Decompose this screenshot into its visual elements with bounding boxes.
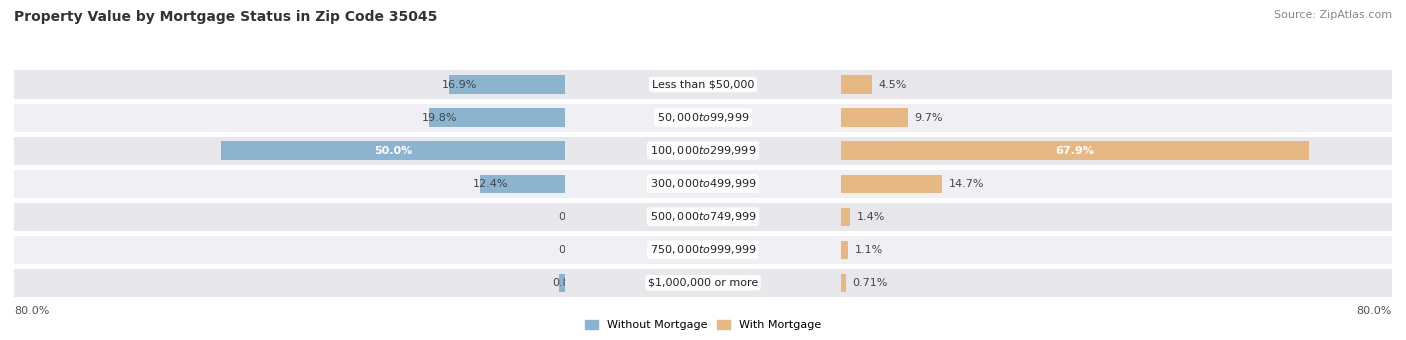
Text: 67.9%: 67.9% (1056, 146, 1094, 156)
Bar (0, 137, 1406, 165)
Bar (0, 70, 1406, 99)
Bar (841, 241, 848, 259)
Text: 0.0%: 0.0% (558, 245, 586, 255)
Bar (841, 274, 845, 292)
Text: 4.5%: 4.5% (879, 80, 907, 89)
Bar (0, 137, 1406, 165)
Bar (0, 103, 1406, 132)
Text: 0.83%: 0.83% (553, 278, 588, 288)
Bar (0, 70, 1406, 99)
Text: 80.0%: 80.0% (14, 306, 49, 316)
Bar (221, 141, 565, 160)
Bar (449, 75, 565, 94)
Bar (0, 203, 1406, 231)
Bar (0, 170, 1406, 198)
Text: Source: ZipAtlas.com: Source: ZipAtlas.com (1274, 10, 1392, 20)
Bar (841, 141, 1309, 160)
Bar (429, 108, 565, 126)
Bar (841, 207, 851, 226)
Text: Property Value by Mortgage Status in Zip Code 35045: Property Value by Mortgage Status in Zip… (14, 10, 437, 24)
Text: 19.8%: 19.8% (422, 113, 457, 122)
Bar (0, 137, 1406, 165)
Bar (0, 269, 1406, 297)
Text: 0.71%: 0.71% (852, 278, 889, 288)
Text: $500,000 to $749,999: $500,000 to $749,999 (650, 210, 756, 223)
Text: 12.4%: 12.4% (472, 178, 509, 189)
Text: 0.0%: 0.0% (558, 211, 586, 222)
Text: Less than $50,000: Less than $50,000 (652, 80, 754, 89)
Text: $750,000 to $999,999: $750,000 to $999,999 (650, 243, 756, 256)
Bar (0, 236, 1406, 264)
Bar (0, 203, 1406, 231)
Bar (0, 203, 1406, 231)
Bar (0, 236, 1406, 264)
Text: 1.1%: 1.1% (855, 245, 883, 255)
Bar (841, 174, 942, 193)
Text: $50,000 to $99,999: $50,000 to $99,999 (657, 111, 749, 124)
Text: 9.7%: 9.7% (914, 113, 943, 122)
Bar (841, 75, 872, 94)
Text: 1.4%: 1.4% (858, 211, 886, 222)
Text: 50.0%: 50.0% (374, 146, 412, 156)
Bar (479, 174, 565, 193)
Text: 16.9%: 16.9% (441, 80, 477, 89)
Bar (560, 274, 565, 292)
Text: 80.0%: 80.0% (1357, 306, 1392, 316)
Bar (0, 103, 1406, 132)
Text: 14.7%: 14.7% (949, 178, 984, 189)
Bar (0, 103, 1406, 132)
Bar (0, 70, 1406, 99)
Text: $300,000 to $499,999: $300,000 to $499,999 (650, 177, 756, 190)
Bar (0, 170, 1406, 198)
Bar (841, 108, 908, 126)
Bar (0, 170, 1406, 198)
Text: $1,000,000 or more: $1,000,000 or more (648, 278, 758, 288)
Bar (0, 269, 1406, 297)
Bar (0, 236, 1406, 264)
Bar (0, 269, 1406, 297)
Legend: Without Mortgage, With Mortgage: Without Mortgage, With Mortgage (581, 315, 825, 335)
Text: $100,000 to $299,999: $100,000 to $299,999 (650, 144, 756, 157)
